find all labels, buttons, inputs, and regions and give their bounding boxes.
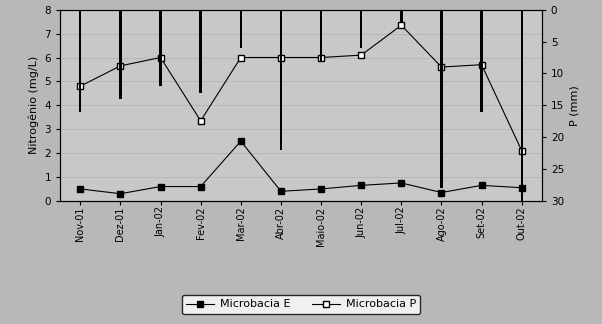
Bar: [199, 10, 202, 93]
Y-axis label: Nitrogênio (mg/L): Nitrogênio (mg/L): [28, 56, 39, 155]
Microbacia P: [518, 149, 526, 153]
Microbacia P: [278, 56, 285, 60]
Microbacia E: [76, 187, 84, 191]
Microbacia P: [478, 63, 485, 67]
Microbacia E: [398, 181, 405, 185]
Microbacia E: [317, 187, 324, 191]
Microbacia P: [317, 56, 324, 60]
Microbacia P: [237, 56, 244, 60]
Microbacia E: [438, 191, 445, 194]
Line: Microbacia P: Microbacia P: [78, 22, 524, 154]
Microbacia P: [157, 56, 164, 60]
Legend: Microbacia E, Microbacia P: Microbacia E, Microbacia P: [182, 295, 420, 314]
Microbacia P: [76, 84, 84, 88]
Microbacia P: [197, 119, 204, 123]
Microbacia E: [117, 192, 124, 196]
Microbacia E: [358, 183, 365, 187]
Microbacia P: [398, 23, 405, 27]
Microbacia E: [237, 139, 244, 143]
Bar: [320, 10, 322, 61]
Bar: [521, 10, 523, 201]
Microbacia P: [358, 53, 365, 57]
Microbacia P: [438, 65, 445, 69]
Line: Microbacia E: Microbacia E: [78, 138, 524, 196]
Microbacia E: [278, 189, 285, 193]
Microbacia P: [117, 64, 124, 68]
Microbacia E: [157, 185, 164, 189]
Microbacia E: [478, 183, 485, 187]
Bar: [400, 10, 403, 22]
Bar: [240, 10, 242, 48]
Bar: [480, 10, 483, 112]
Microbacia E: [518, 186, 526, 190]
Bar: [119, 10, 122, 99]
Bar: [79, 10, 81, 112]
Bar: [360, 10, 362, 48]
Y-axis label: P (mm): P (mm): [569, 85, 580, 126]
Bar: [440, 10, 442, 188]
Bar: [280, 10, 282, 150]
Microbacia E: [197, 185, 204, 189]
Bar: [160, 10, 162, 86]
